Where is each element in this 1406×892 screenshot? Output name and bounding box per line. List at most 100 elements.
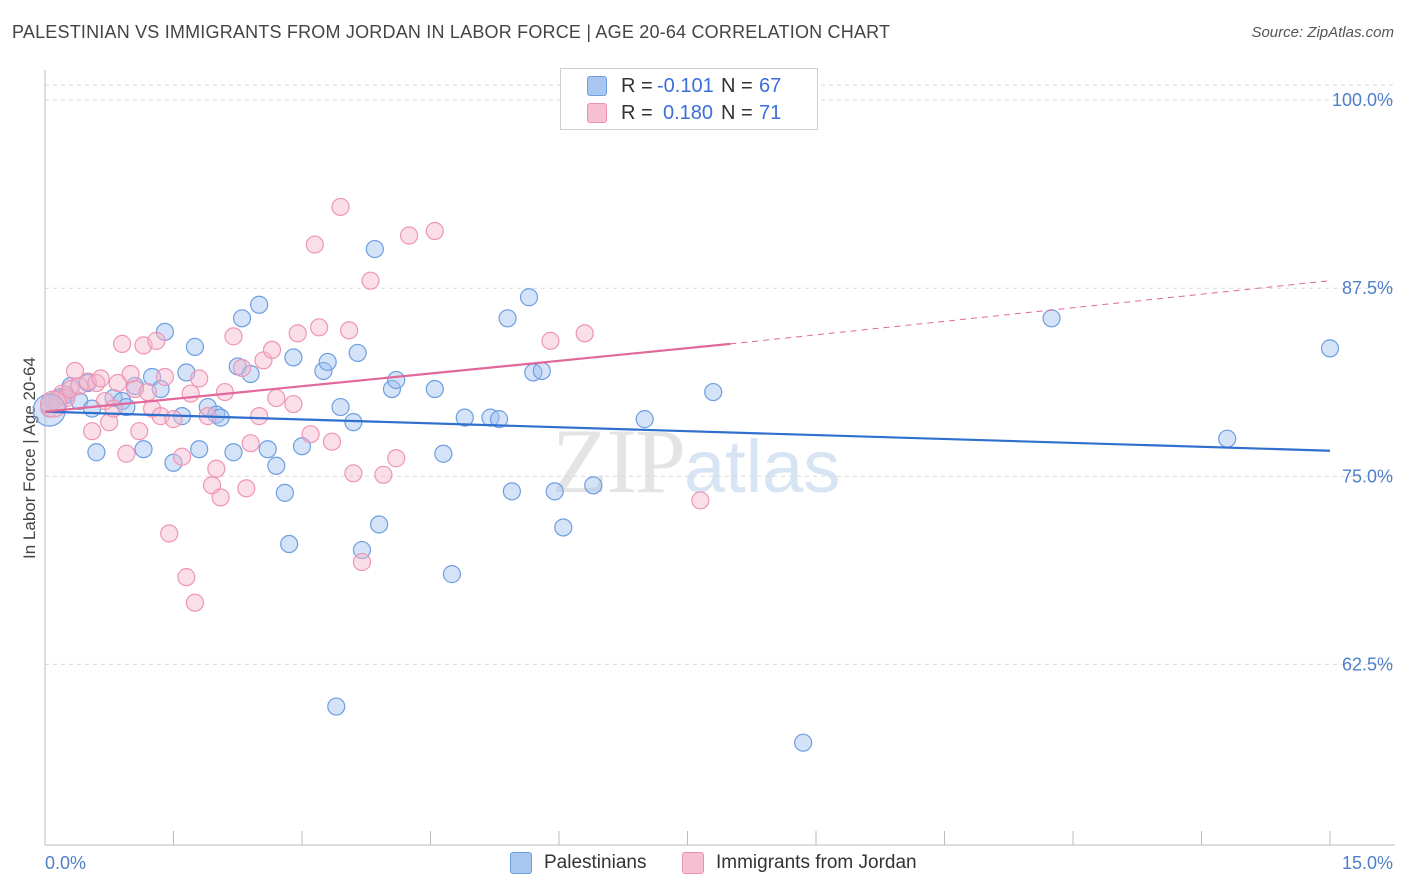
- point-jordan: [310, 318, 329, 337]
- point-palestinians: [532, 361, 551, 381]
- legend-n-value: 67: [759, 74, 782, 97]
- x-tick-label: 15.0%: [1342, 853, 1393, 873]
- point-palestinians: [382, 379, 402, 399]
- legend-n-value: 71: [759, 101, 782, 124]
- point-jordan: [147, 331, 166, 350]
- point-palestinians: [554, 518, 573, 537]
- point-jordan: [301, 425, 320, 444]
- point-palestinians: [365, 239, 384, 259]
- point-jordan: [250, 407, 269, 426]
- point-palestinians: [794, 733, 813, 752]
- point-jordan: [130, 422, 149, 441]
- trendline-jordan: [44, 342, 731, 413]
- trendline-jordan-extrapolated: [730, 280, 1331, 345]
- legend-r-value: 0.180: [663, 101, 714, 124]
- point-palestinians: [519, 288, 539, 307]
- legend-row-palestinians: R = -0.101 N = 67: [561, 72, 781, 100]
- point-jordan: [211, 488, 230, 507]
- point-jordan: [691, 491, 710, 510]
- point-palestinians: [267, 456, 286, 475]
- y-tick-label: 62.5%: [1342, 654, 1393, 674]
- point-jordan: [224, 327, 243, 346]
- point-palestinians: [314, 361, 333, 381]
- legend-n-label: N =: [721, 101, 753, 124]
- point-palestinians: [704, 382, 723, 402]
- point-palestinians: [134, 440, 153, 459]
- point-jordan: [237, 479, 256, 498]
- point-jordan: [117, 444, 136, 463]
- correlation-legend: R = -0.101 N = 67 R = 0.180 N = 71: [560, 68, 818, 130]
- point-jordan: [155, 367, 175, 387]
- point-palestinians: [284, 348, 303, 367]
- legend-item-palestinians[interactable]: Palestinians: [510, 852, 646, 874]
- point-jordan: [241, 434, 260, 453]
- point-palestinians: [185, 337, 205, 356]
- y-tick-label: 75.0%: [1342, 466, 1393, 486]
- point-jordan: [374, 465, 393, 484]
- point-jordan: [262, 340, 282, 360]
- chart-title: PALESTINIAN VS IMMIGRANTS FROM JORDAN IN…: [12, 22, 891, 42]
- point-jordan: [331, 197, 350, 217]
- point-palestinians: [327, 697, 346, 716]
- point-jordan: [185, 593, 205, 612]
- point-jordan: [288, 324, 307, 343]
- point-palestinians: [280, 534, 299, 554]
- legend-r-label: R =: [621, 101, 653, 124]
- legend-row-jordan: R = 0.180 N = 71: [561, 99, 781, 127]
- point-jordan: [387, 449, 406, 468]
- point-jordan: [215, 382, 234, 402]
- point-palestinians: [489, 410, 509, 429]
- point-jordan: [91, 369, 110, 388]
- point-palestinians: [331, 397, 350, 417]
- point-jordan: [83, 422, 102, 441]
- point-jordan: [340, 321, 359, 340]
- point-palestinians: [250, 295, 269, 314]
- point-palestinians: [425, 379, 444, 399]
- point-jordan: [181, 384, 200, 403]
- point-palestinians: [502, 482, 521, 501]
- legend-label-jordan: Immigrants from Jordan: [716, 852, 917, 873]
- point-jordan: [121, 364, 140, 384]
- point-jordan: [305, 235, 324, 254]
- legend-swatch-blue: [587, 76, 607, 96]
- point-jordan: [361, 271, 380, 290]
- trendline-palestinians: [44, 410, 1331, 452]
- y-tick-label: 87.5%: [1342, 278, 1393, 298]
- point-jordan: [177, 568, 196, 587]
- point-jordan: [112, 334, 132, 353]
- y-tick-label: 100.0%: [1332, 90, 1393, 110]
- point-palestinians: [387, 370, 406, 390]
- point-jordan: [267, 388, 286, 408]
- point-palestinians: [545, 482, 564, 501]
- point-palestinians: [434, 444, 453, 463]
- point-palestinians: [455, 408, 474, 427]
- point-palestinians: [87, 443, 106, 462]
- point-palestinians: [224, 443, 243, 462]
- point-palestinians: [1218, 429, 1237, 448]
- point-palestinians: [318, 352, 337, 372]
- point-jordan: [399, 226, 419, 245]
- point-palestinians: [232, 309, 252, 328]
- point-jordan: [284, 394, 303, 414]
- point-palestinians: [584, 476, 603, 495]
- legend-n-label: N =: [721, 74, 753, 97]
- point-palestinians: [498, 309, 517, 328]
- point-jordan: [344, 464, 363, 483]
- point-jordan: [352, 552, 372, 572]
- series-legend: Palestinians Immigrants from Jordan: [0, 852, 1406, 878]
- point-jordan: [425, 221, 444, 241]
- point-jordan: [138, 382, 157, 402]
- legend-item-jordan[interactable]: Immigrants from Jordan: [682, 852, 917, 874]
- point-jordan: [207, 459, 226, 478]
- point-jordan: [172, 447, 192, 466]
- point-jordan: [541, 331, 560, 350]
- point-jordan: [70, 376, 89, 396]
- zipatlas-watermark: ZIPatlas: [552, 408, 840, 514]
- legend-label-palestinians: Palestinians: [544, 852, 647, 873]
- chart-source: Source: ZipAtlas.com: [1251, 24, 1394, 41]
- point-palestinians: [190, 440, 209, 459]
- point-jordan: [190, 369, 209, 388]
- point-jordan: [322, 432, 342, 451]
- watermark-atlas: atlas: [684, 425, 841, 508]
